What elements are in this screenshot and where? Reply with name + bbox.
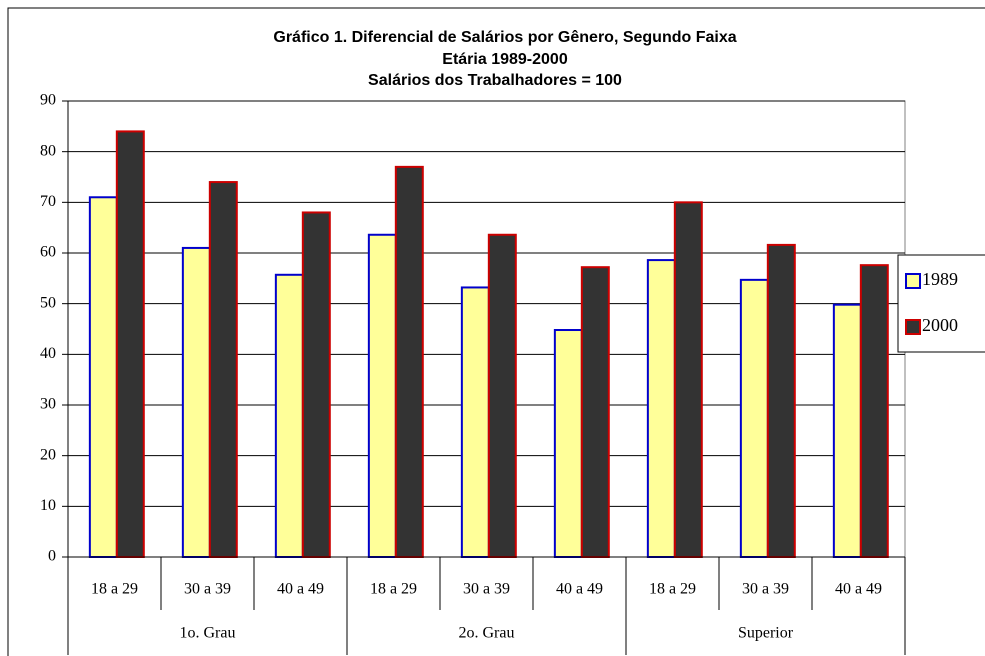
legend-label: 2000: [922, 315, 958, 335]
x-tick-label: 30 a 39: [184, 581, 231, 598]
title-mask: [200, 70, 800, 92]
bar: [487, 233, 517, 558]
y-tick-label: 60: [40, 244, 56, 261]
bar: [115, 130, 145, 558]
y-tick-label: 50: [40, 294, 56, 311]
y-tick-label: 30: [40, 396, 56, 413]
x-tick-label: 40 a 49: [835, 581, 882, 598]
y-tick-label: 90: [40, 92, 56, 109]
bar: [739, 278, 769, 558]
x-tick-label: 18 a 29: [370, 581, 417, 598]
x-tick-label: 30 a 39: [463, 581, 510, 598]
chart-title: Etária 1989-2000: [442, 51, 568, 68]
legend: [897, 254, 985, 353]
bar: [181, 246, 211, 559]
x-tick-label: 40 a 49: [277, 581, 324, 598]
x-tick-label: 18 a 29: [649, 581, 696, 598]
x-tick-label: 30 a 39: [742, 581, 789, 598]
bar: [88, 196, 118, 558]
bar: [301, 211, 331, 558]
bar: [766, 243, 796, 558]
y-tick-label: 10: [40, 497, 56, 514]
bar: [580, 266, 610, 558]
group-label: 2o. Grau: [459, 625, 515, 642]
bar: [646, 259, 676, 558]
y-tick-label: 0: [48, 548, 56, 565]
y-tick-label: 20: [40, 446, 56, 463]
y-tick-label: 40: [40, 345, 56, 362]
bar: [832, 303, 862, 558]
bar: [673, 201, 703, 558]
x-tick-label: 40 a 49: [556, 581, 603, 598]
legend-swatch: [905, 273, 921, 289]
bar: [394, 165, 424, 558]
bar: [460, 286, 490, 558]
legend-label: 1989: [922, 269, 958, 289]
bar: [859, 264, 889, 558]
y-tick-label: 70: [40, 193, 56, 210]
legend-swatch: [905, 319, 921, 335]
chart-subtitle: Salários dos Trabalhadores = 100: [368, 72, 622, 89]
bar: [274, 273, 304, 558]
group-label: Superior: [738, 625, 794, 642]
x-tick-label: 18 a 29: [91, 581, 138, 598]
bar: [553, 329, 583, 558]
bar: [367, 233, 397, 558]
bar: [208, 181, 238, 558]
y-tick-label: 80: [40, 142, 56, 159]
group-label: 1o. Grau: [180, 625, 236, 642]
chart-title: Gráfico 1. Diferencial de Salários por G…: [273, 29, 736, 46]
